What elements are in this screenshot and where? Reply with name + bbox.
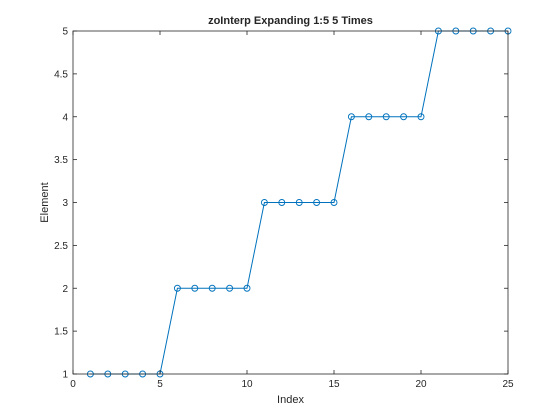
data-point	[400, 113, 408, 121]
data-point	[226, 284, 234, 292]
y-tick-label: 1.5	[54, 327, 68, 338]
data-point	[295, 199, 303, 206]
y-tick-label: 4.5	[54, 69, 68, 80]
data-point	[208, 284, 216, 292]
y-tick-label: 3	[62, 198, 68, 209]
data-point	[313, 199, 321, 206]
chart-title: zoInterp Expanding 1:5 5 Times	[208, 15, 373, 27]
x-tick-label: 15	[328, 379, 340, 390]
data-point	[191, 284, 199, 292]
y-tick-label: 1	[62, 370, 68, 381]
data-point	[260, 199, 268, 206]
data-point	[173, 284, 181, 292]
y-tick-label: 4	[62, 112, 68, 123]
x-axis-ticks: 0 5 10 15 20 25	[70, 31, 514, 390]
data-point	[417, 113, 425, 121]
data-point	[278, 199, 286, 206]
x-axis-label: Index	[277, 394, 304, 406]
x-tick-label: 10	[241, 379, 253, 390]
y-tick-label: 2	[62, 284, 68, 295]
data-point	[365, 113, 373, 121]
x-tick-label: 0	[70, 379, 76, 390]
x-tick-label: 20	[415, 379, 427, 390]
y-axis-label: Element	[39, 182, 51, 222]
y-axis-ticks: 1 1.5 2 2.5 3 3.5 4 4.5 5	[54, 27, 508, 381]
data-point	[382, 113, 390, 121]
y-tick-label: 5	[62, 27, 68, 38]
y-tick-label: 3.5	[54, 155, 68, 166]
data-point	[330, 199, 338, 206]
data-point	[347, 113, 355, 121]
data-point	[243, 284, 251, 292]
y-tick-label: 2.5	[54, 241, 68, 252]
x-tick-label: 25	[502, 379, 514, 390]
x-tick-label: 5	[157, 379, 163, 390]
